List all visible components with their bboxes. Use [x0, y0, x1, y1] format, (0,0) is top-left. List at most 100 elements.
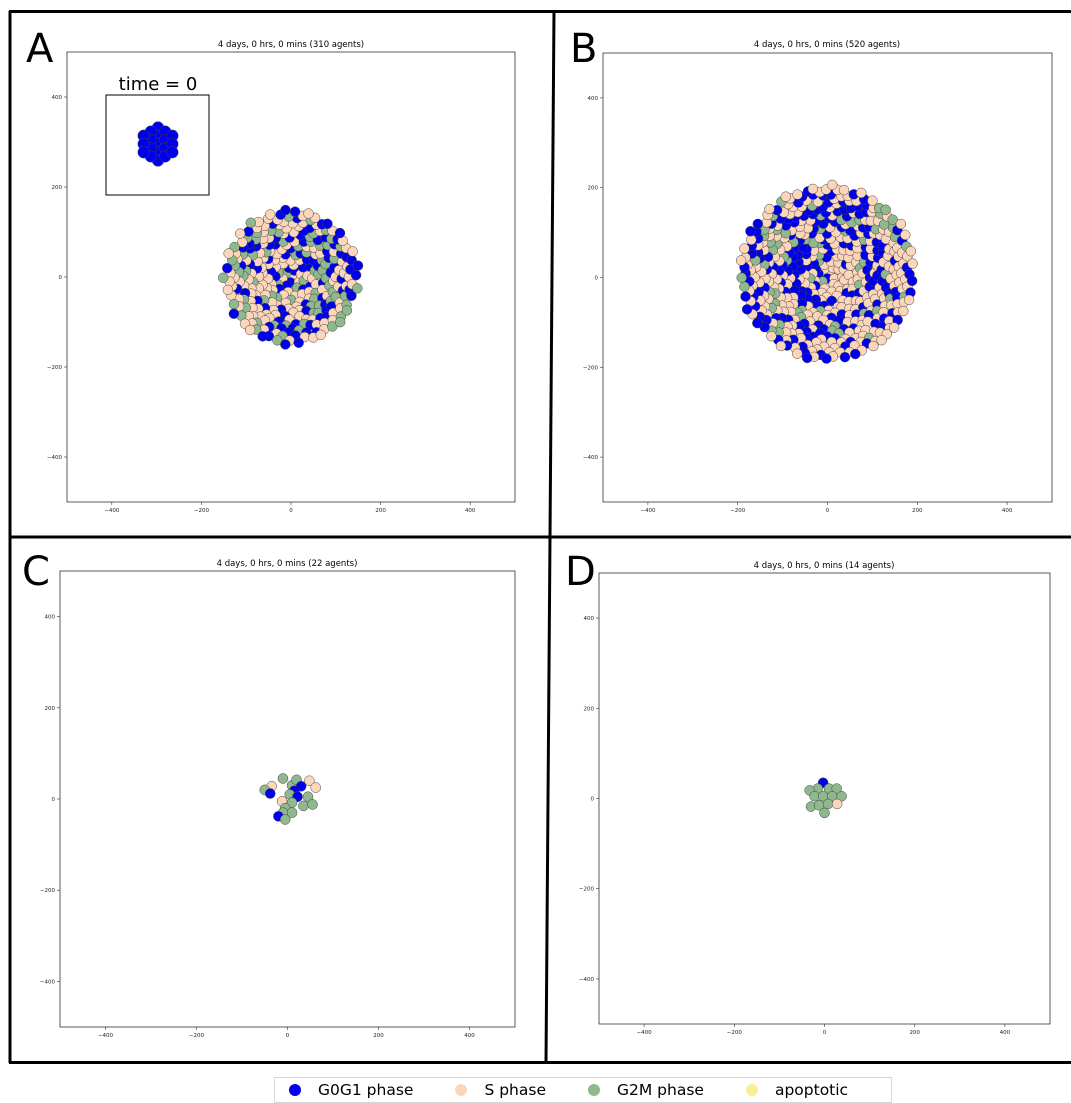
y-tick-label: −400: [579, 977, 595, 983]
y-tick-label: −200: [40, 888, 56, 894]
cell-point: [792, 189, 803, 200]
cell-point: [264, 788, 276, 799]
legend-swatch-g0g1: [289, 1084, 301, 1096]
cell-point: [350, 269, 362, 281]
cell-point: [895, 218, 907, 230]
cell-point: [792, 348, 803, 359]
cell-point: [821, 353, 832, 364]
cell-point: [898, 305, 909, 317]
x-tick-label: −200: [189, 1033, 205, 1039]
legend-item-g0g1: G0G1 phase: [289, 1081, 413, 1099]
cell-point: [352, 283, 363, 294]
cell-point: [739, 243, 750, 254]
panel-d: D 4 days, 0 hrs, 0 mins (14 agents) −400…: [565, 549, 1051, 1036]
cell-point: [903, 294, 915, 306]
panel-letter-b: B: [570, 26, 597, 72]
legend-item-g2m: G2M phase: [588, 1081, 704, 1099]
legend-label-g2m: G2M phase: [617, 1081, 704, 1099]
panel-c: C 4 days, 0 hrs, 0 mins (22 agents) −400…: [22, 549, 516, 1039]
legend-label-apoptotic: apoptotic: [774, 1081, 849, 1099]
x-tick-label: −200: [730, 508, 746, 514]
y-tick-label: 200: [45, 706, 56, 712]
cell-point: [347, 246, 358, 257]
legend-label-s: S phase: [484, 1081, 546, 1099]
y-tick-label: 0: [59, 275, 63, 281]
y-tick-label: 400: [588, 96, 599, 102]
cell-point: [293, 337, 304, 348]
cell-point: [752, 317, 763, 329]
x-tick-label: 0: [823, 1030, 827, 1036]
y-tick-label: −400: [40, 979, 56, 985]
cell-point: [888, 322, 900, 333]
x-tick-label: −400: [637, 1030, 653, 1036]
cell-point: [850, 348, 861, 360]
cell-point: [807, 183, 819, 195]
x-tick-label: 200: [909, 1030, 920, 1036]
cell-point: [228, 308, 240, 319]
cell-point: [856, 187, 867, 199]
cell-point: [228, 299, 240, 310]
x-tick-label: 0: [826, 508, 830, 514]
cell-point: [868, 340, 879, 352]
cell-point: [302, 791, 314, 802]
cell-point: [764, 203, 775, 215]
cell-point: [310, 782, 321, 793]
cell-point: [752, 218, 764, 230]
y-tick-label: 0: [595, 276, 599, 282]
legend-swatch-s: [455, 1084, 468, 1096]
x-tick-label: 200: [375, 508, 386, 514]
cell-point: [335, 316, 346, 328]
cell-point: [352, 260, 364, 271]
cell-point: [735, 255, 747, 266]
legend-item-apoptotic: apoptotic: [745, 1081, 849, 1099]
cell-point: [839, 351, 851, 363]
cell-point: [867, 195, 878, 206]
cell-point: [739, 281, 750, 292]
cell-point: [307, 799, 318, 810]
plot-title-a: 4 days, 0 hrs, 0 mins (310 agents): [218, 40, 364, 50]
cell-point: [277, 773, 289, 784]
x-tick-label: 200: [373, 1033, 384, 1039]
panel-letter-d: D: [565, 549, 596, 595]
inset-cells: [137, 121, 179, 167]
plot-area-b: −400 −200 0 200 400 400 200 0 −200 −400: [583, 52, 1053, 514]
cell-point: [745, 226, 756, 237]
cell-point: [265, 209, 276, 220]
cell-point: [775, 340, 787, 352]
cell-point: [222, 262, 233, 274]
cell-point: [223, 248, 234, 259]
plot-area-d: −400 −200 0 200 400 400 200 0 −200 −400: [579, 572, 1051, 1036]
x-tick-label: 200: [912, 508, 923, 514]
x-tick-label: 400: [1000, 1030, 1011, 1036]
plot-area-c: −400 −200 0 200 400 400 200 0 −200 −400: [40, 570, 516, 1039]
cell-point: [736, 272, 747, 283]
y-tick-label: 400: [45, 615, 56, 621]
y-tick-label: −200: [47, 365, 63, 371]
cell-point: [218, 272, 229, 283]
x-tick-label: −400: [640, 508, 656, 514]
legend-swatch-g2m: [588, 1084, 600, 1096]
legend-item-s: S phase: [455, 1081, 546, 1099]
cell-point: [827, 179, 838, 191]
legend-swatch-apoptotic: [745, 1084, 758, 1096]
cell-point: [244, 324, 256, 336]
cell-point: [322, 218, 333, 229]
inset-label: time = 0: [119, 74, 198, 95]
y-tick-label: 400: [584, 616, 595, 622]
cell-point: [229, 241, 240, 253]
cell-point: [900, 229, 911, 241]
y-tick-label: −400: [47, 455, 63, 461]
cell-point: [245, 217, 256, 228]
cell-point: [905, 246, 917, 257]
panel-b: B 4 days, 0 hrs, 0 mins (520 agents) −40…: [570, 26, 1053, 514]
cell-point: [801, 352, 813, 364]
cell-point: [222, 284, 234, 296]
cell-point: [822, 798, 834, 810]
cell-point: [280, 339, 291, 350]
y-tick-label: −200: [579, 887, 595, 893]
cell-point: [315, 329, 326, 341]
cell-point: [831, 783, 842, 794]
plot-title-b: 4 days, 0 hrs, 0 mins (520 agents): [754, 40, 900, 50]
cell-point: [876, 334, 887, 346]
x-tick-label: −200: [727, 1030, 743, 1036]
